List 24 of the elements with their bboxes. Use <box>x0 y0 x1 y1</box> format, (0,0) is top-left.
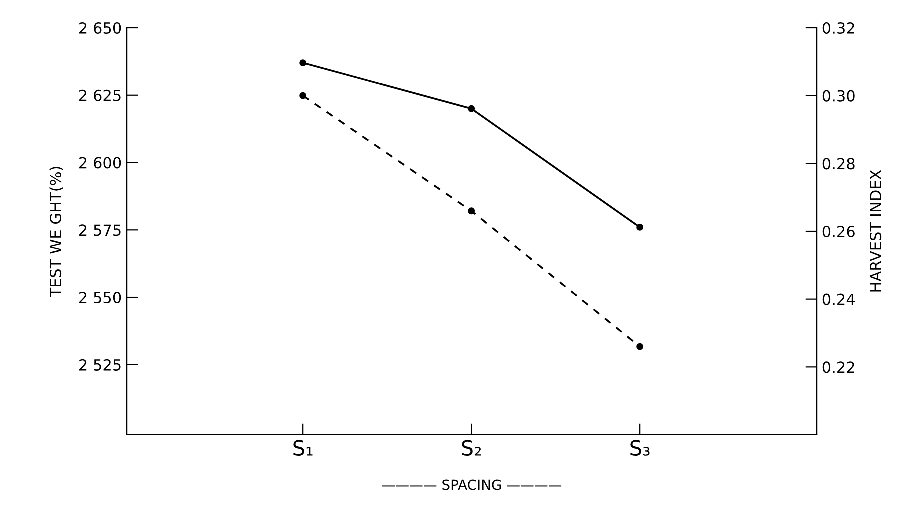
y-tick-label: 2 525 <box>80 359 121 371</box>
y2-tick-label: 0.26 <box>822 226 855 238</box>
x-tick-label: S₁ <box>294 440 313 456</box>
x-tick-label: S₃ <box>630 440 650 456</box>
point <box>468 105 476 112</box>
point <box>636 343 644 350</box>
y2-tick-label: 0.32 <box>822 22 854 34</box>
x-tick-label: S₂ <box>462 440 482 456</box>
y2-tick-label: 0.24 <box>822 294 856 306</box>
y-axis-title: TEST WE GHT(%) <box>50 167 64 298</box>
y-tick-label: 2 650 <box>80 22 122 34</box>
y-tick-label: 2 625 <box>80 90 121 102</box>
y-tick-label: 2 600 <box>80 157 122 169</box>
y-tick-label: 2 575 <box>80 224 121 236</box>
point <box>468 208 476 215</box>
y2-tick-label: 0.28 <box>822 158 855 170</box>
x-axis-title: ———— SPACING ———— <box>382 480 562 490</box>
point <box>300 92 307 100</box>
y-tick-label: 2 550 <box>80 292 122 304</box>
y2-tick-label: 0.30 <box>822 90 855 102</box>
point <box>636 224 644 231</box>
y2-tick-label: 0.22 <box>822 362 854 374</box>
point <box>300 60 307 67</box>
y2-axis-title: HARVEST INDEX <box>870 170 882 292</box>
